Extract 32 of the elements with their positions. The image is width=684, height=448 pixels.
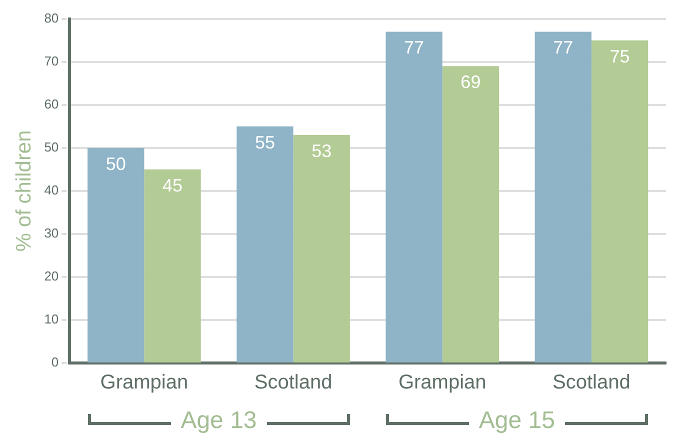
data-label: 53 [312, 140, 332, 161]
x-tick-label: Grampian [398, 372, 486, 394]
x-tick-label: Grampian [100, 372, 188, 394]
y-tick-label: 40 [44, 182, 59, 198]
data-label: 55 [254, 132, 275, 152]
bar [144, 169, 201, 362]
x-tick-label: Scotland [254, 372, 332, 394]
bar [236, 126, 294, 362]
bar [591, 40, 648, 362]
y-axis-title: % of children [12, 130, 36, 252]
data-label: 77 [404, 38, 424, 58]
y-tick-label: 30 [44, 226, 59, 241]
bar [442, 66, 500, 362]
y-tick-label: 10 [44, 312, 59, 327]
y-tick-label: 0 [51, 354, 59, 370]
bar [88, 148, 144, 362]
x-tick-label: Scotland [552, 372, 630, 394]
data-label: 77 [553, 38, 574, 58]
text: Age 13 [180, 407, 258, 435]
data-label: 50 [106, 154, 126, 174]
y-tick-label: 20 [44, 268, 59, 284]
data-label: 75 [610, 46, 630, 66]
y-tick-label: 70 [44, 53, 59, 68]
y-tick-label: 50 [44, 139, 59, 154]
bar [386, 32, 442, 362]
data-label: 69 [460, 72, 481, 92]
bar [534, 32, 592, 362]
text: Age 15 [478, 407, 556, 435]
y-tick-label: 80 [44, 10, 59, 26]
bar [293, 134, 350, 362]
y-tick-label: 60 [44, 96, 59, 112]
data-label: 45 [162, 175, 183, 196]
